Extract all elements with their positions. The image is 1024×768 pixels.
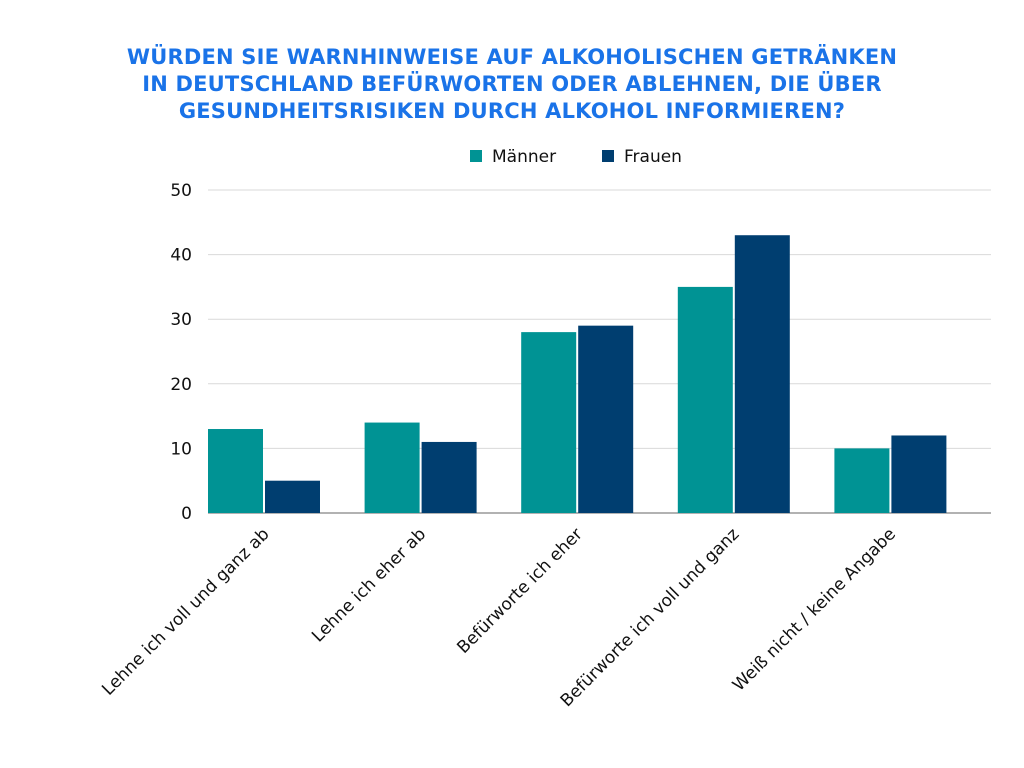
x-category-label: Lehne ich voll und ganz ab [98,524,273,699]
x-category-label: Befürworte ich eher [453,524,586,657]
bar-frauen [265,480,320,513]
y-axis: 0 10 20 30 40 50 [170,181,192,524]
chart-title: WÜRDEN SIE WARNHINWEISE AUF ALKOHOLISCHE… [40,44,984,125]
bar-frauen [421,441,477,513]
bar-maenner [521,332,577,513]
bar-maenner [677,286,733,513]
legend: Männer Frauen [470,147,682,167]
chart-title-line-3: GESUNDHEITSRISIKEN DURCH ALKOHOL INFORMI… [178,99,846,123]
bar-maenner [834,448,890,513]
bar-maenner [364,422,420,513]
bar-frauen [891,435,947,513]
chart-title-line-2: IN DEUTSCHLAND BEFÜRWORTEN ODER ABLEHNEN… [142,72,882,96]
x-category-label: Lehne ich eher ab [308,524,430,646]
bar-frauen [578,325,634,513]
legend-swatch [470,150,482,162]
y-tick-label: 0 [181,504,192,524]
y-tick-label: 40 [170,246,192,266]
bars [208,235,947,513]
chart-title-line-1: WÜRDEN SIE WARNHINWEISE AUF ALKOHOLISCHE… [126,45,898,69]
x-axis: Lehne ich voll und ganz ab Lehne ich eher… [98,524,900,711]
y-tick-label: 10 [170,439,192,459]
legend-label: Männer [492,147,556,167]
y-tick-label: 30 [170,310,192,330]
bar-maenner [208,429,263,513]
y-tick-label: 20 [170,375,192,395]
legend-label: Frauen [624,147,682,167]
legend-swatch [602,150,614,162]
y-tick-label: 50 [170,181,192,201]
bar-frauen [734,235,790,513]
x-category-label: Befürworte ich voll und ganz [557,524,744,711]
x-category-label: Weiß nicht / keine Angabe [729,524,900,695]
